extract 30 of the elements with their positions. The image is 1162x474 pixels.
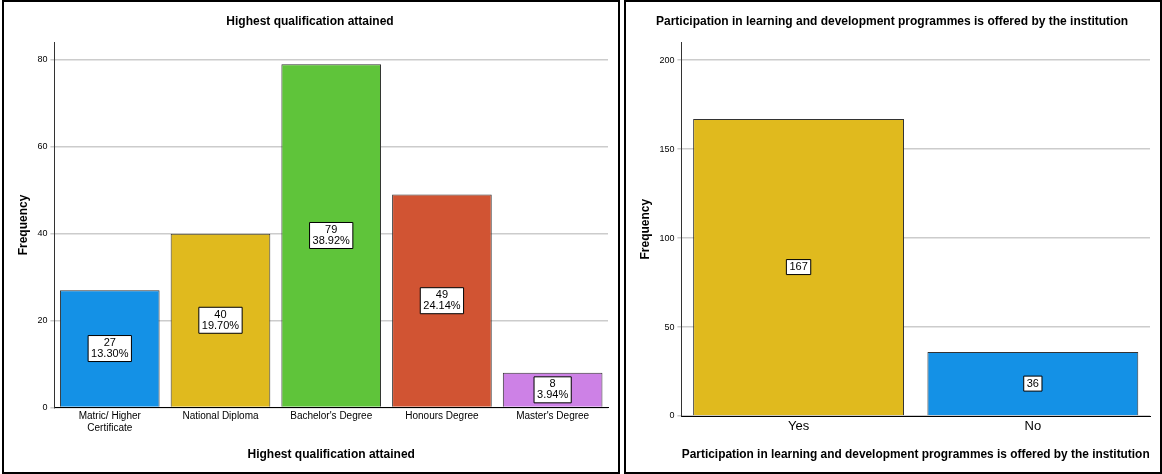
data-label: 8 3.94% [537, 377, 569, 401]
data-label: 27 13.30% [91, 336, 129, 360]
y-tick-label: 60 [37, 141, 48, 152]
data-label: 167 [789, 260, 808, 273]
chart-title: Participation in learning and development programmes is offered by the institution [655, 13, 1129, 28]
y-tick-label: 200 [659, 54, 675, 65]
data-label: 79 38.92% [312, 223, 351, 247]
data-label: 40 19.70% [201, 307, 240, 331]
y-tick-label: 80 [37, 54, 48, 65]
y-tick-label: 50 [664, 321, 675, 332]
x-tick-label: Honours Degree [405, 410, 480, 422]
y-axis-title: Frequency [637, 198, 652, 260]
x-tick-label: Matric/ Higher Certificate [78, 410, 142, 434]
x-tick-label: Bachelor's Degree [290, 410, 373, 422]
x-axis-title: Highest qualification attained [247, 447, 415, 462]
y-tick-label: 150 [659, 143, 675, 154]
x-tick-label: National Diploma [182, 410, 259, 422]
y-tick-label: 0 [669, 410, 675, 421]
x-tick-label: No [1024, 418, 1042, 434]
y-tick-label: 20 [37, 315, 48, 326]
y-tick-label: 100 [659, 232, 675, 243]
data-label: 36 [1026, 376, 1039, 389]
y-tick-label: 40 [37, 228, 48, 239]
x-tick-label: Master's Degree [516, 410, 590, 422]
y-tick-label: 0 [42, 402, 48, 413]
y-axis-title: Frequency [15, 194, 30, 256]
chart-title: Highest qualification attained [226, 13, 394, 28]
data-label: 49 24.14% [423, 288, 461, 312]
x-tick-label: Yes [787, 418, 810, 434]
x-axis-title: Participation in learning and development programmes is offered by the institution [681, 447, 1150, 462]
